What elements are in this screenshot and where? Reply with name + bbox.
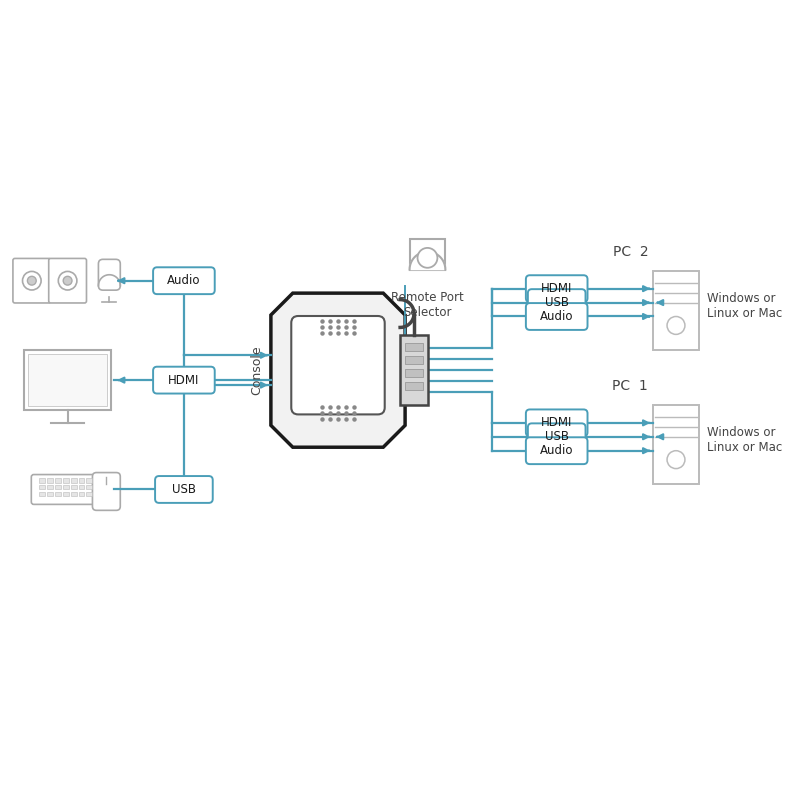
FancyBboxPatch shape (526, 275, 587, 302)
Bar (70, 478, 77, 482)
Text: USB: USB (172, 483, 196, 496)
Bar (86, 492, 93, 497)
PathPatch shape (271, 293, 405, 447)
Bar (405, 343, 423, 351)
Circle shape (63, 276, 72, 285)
Bar (54, 492, 61, 497)
FancyBboxPatch shape (291, 316, 385, 414)
Text: Windows or
Linux or Mac: Windows or Linux or Mac (707, 291, 782, 319)
Bar (46, 492, 53, 497)
Bar (78, 485, 85, 490)
Bar (38, 492, 45, 497)
Bar (86, 478, 93, 482)
FancyBboxPatch shape (98, 259, 120, 290)
FancyBboxPatch shape (528, 423, 586, 450)
FancyBboxPatch shape (153, 267, 214, 294)
FancyBboxPatch shape (49, 258, 86, 303)
Circle shape (667, 450, 685, 469)
Text: PC  1: PC 1 (613, 379, 648, 393)
Bar (62, 492, 69, 497)
Text: HDMI: HDMI (541, 416, 572, 430)
Bar (28, 354, 107, 406)
FancyBboxPatch shape (93, 473, 120, 510)
Circle shape (58, 271, 77, 290)
Bar (405, 369, 423, 377)
FancyBboxPatch shape (13, 258, 50, 303)
Bar (78, 492, 85, 497)
FancyBboxPatch shape (526, 303, 587, 330)
Bar (46, 485, 53, 490)
Text: USB: USB (545, 430, 569, 443)
Text: HDMI: HDMI (541, 282, 572, 295)
Bar (62, 478, 69, 482)
Bar (405, 382, 423, 390)
Circle shape (27, 276, 36, 285)
Text: Audio: Audio (167, 274, 201, 287)
Bar (405, 356, 423, 364)
Bar (86, 485, 93, 490)
FancyBboxPatch shape (526, 438, 587, 464)
Bar (653, 405, 699, 485)
FancyBboxPatch shape (155, 476, 213, 503)
Text: Audio: Audio (540, 310, 574, 323)
FancyBboxPatch shape (31, 474, 98, 504)
Circle shape (22, 271, 41, 290)
Bar (400, 335, 428, 405)
Polygon shape (410, 252, 446, 270)
Bar (70, 485, 77, 490)
Text: Remote Port
Selector: Remote Port Selector (391, 290, 464, 318)
Bar (24, 350, 111, 410)
Bar (46, 478, 53, 482)
Bar (38, 485, 45, 490)
Text: PC  2: PC 2 (613, 245, 648, 259)
Bar (653, 270, 699, 350)
Text: USB: USB (545, 296, 569, 309)
Bar (410, 239, 446, 270)
Text: Audio: Audio (540, 444, 574, 457)
FancyBboxPatch shape (526, 410, 587, 436)
Text: Console: Console (250, 346, 263, 395)
Bar (78, 478, 85, 482)
Bar (62, 485, 69, 490)
Bar (70, 492, 77, 497)
Circle shape (418, 248, 438, 268)
Circle shape (667, 317, 685, 334)
FancyBboxPatch shape (153, 366, 214, 394)
Text: HDMI: HDMI (168, 374, 199, 386)
Bar (54, 478, 61, 482)
Bar (54, 485, 61, 490)
Bar (38, 478, 45, 482)
Text: Windows or
Linux or Mac: Windows or Linux or Mac (707, 426, 782, 454)
FancyBboxPatch shape (528, 289, 586, 316)
